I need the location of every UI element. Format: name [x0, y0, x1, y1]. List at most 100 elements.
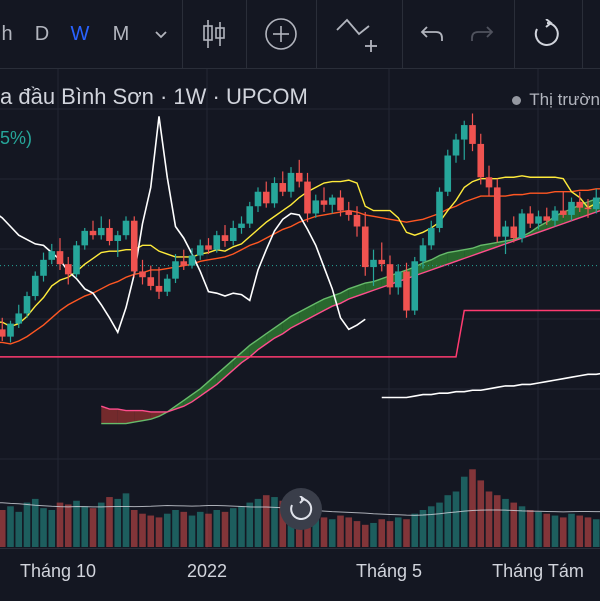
candle-body — [122, 220, 130, 236]
volume-bar — [271, 497, 278, 547]
candle-body — [246, 206, 254, 224]
ichimoku-cloud-segment — [348, 285, 357, 299]
candle-body — [419, 245, 427, 262]
interval-d[interactable]: D — [34, 22, 50, 45]
volume-bar — [485, 491, 493, 547]
step-line — [0, 309, 600, 358]
volume-bar — [460, 476, 468, 547]
candle-body — [559, 210, 567, 215]
volume-bar — [452, 491, 460, 547]
volume-bar — [419, 510, 427, 547]
candle-body — [0, 329, 6, 337]
volume-bar — [229, 508, 237, 547]
volume-bar — [155, 517, 163, 547]
candle-body — [31, 275, 39, 297]
candle-body — [502, 226, 509, 237]
symbol-title: a đầu Bình Sơn · 1W · UPCOM — [0, 84, 308, 109]
volume-bar — [370, 522, 377, 547]
candle-body — [469, 125, 476, 144]
ichimoku-cloud-segment — [241, 345, 250, 363]
ichimoku-cloud-segment — [134, 410, 143, 423]
candle-body — [205, 245, 212, 250]
ichimoku-cloud-segment — [439, 252, 448, 268]
redo-icon[interactable] — [462, 0, 502, 68]
ichimoku-cloud-segment — [150, 411, 159, 420]
volume-bar — [64, 504, 72, 547]
candle-body — [403, 271, 410, 311]
ichimoku-cloud-segment — [225, 359, 234, 378]
volume-bar — [163, 513, 171, 547]
volume-bar — [312, 513, 320, 547]
volume-bar — [576, 515, 584, 547]
reset-zoom-button[interactable] — [280, 488, 322, 530]
candle-body — [262, 191, 270, 204]
chevron-down-icon[interactable] — [148, 0, 174, 68]
volume-bar — [568, 513, 575, 547]
white-line — [381, 372, 600, 399]
candle-body — [23, 296, 31, 314]
volume-bar — [411, 513, 419, 547]
candle-body — [89, 230, 97, 236]
volume-bar — [0, 510, 6, 547]
candle-body — [576, 201, 584, 208]
candle-body — [518, 213, 526, 239]
volume-bar — [15, 511, 23, 547]
ichimoku-cloud-segment — [258, 333, 267, 350]
volume-bar — [345, 517, 353, 547]
candle-body — [196, 245, 204, 256]
ichimoku-cloud-segment — [117, 409, 126, 424]
volume-bar — [56, 502, 64, 547]
reset-chart-icon[interactable] — [524, 0, 570, 68]
candle-body — [320, 200, 328, 205]
volume-bar — [196, 511, 204, 547]
candle-body — [444, 155, 452, 192]
add-indicator-icon[interactable] — [256, 0, 306, 68]
candle-body — [172, 261, 179, 279]
interval-h[interactable]: h — [1, 22, 13, 45]
ichimoku-cloud-segment — [489, 242, 498, 250]
volume-bar — [130, 510, 138, 547]
candle-body — [370, 259, 377, 268]
volume-bar — [403, 519, 410, 547]
x-tick-label: 2022 — [186, 561, 228, 581]
candle-body — [526, 213, 534, 224]
candle-body — [543, 216, 551, 221]
volume-bar — [205, 513, 212, 547]
volume-bar — [40, 508, 47, 547]
volume-bar — [535, 511, 542, 547]
candle-body — [40, 259, 47, 276]
indicators-icon[interactable] — [328, 0, 388, 68]
volume-bar — [122, 493, 130, 547]
market-status: Thị trườn — [512, 90, 600, 110]
candle-body — [97, 227, 105, 236]
price-chart[interactable] — [0, 69, 600, 548]
candle-body — [221, 235, 229, 241]
interval-m[interactable]: M — [112, 22, 130, 45]
candle-body — [304, 181, 311, 214]
volume-bar — [238, 506, 245, 547]
candlestick-chart-icon[interactable] — [192, 0, 236, 68]
candle-body — [254, 191, 262, 207]
candle-body — [411, 261, 419, 311]
candle-body — [188, 255, 196, 266]
candle-body — [147, 277, 155, 286]
volume-bar — [180, 511, 188, 547]
ichimoku-cloud-segment — [447, 251, 456, 265]
volume-bar — [559, 517, 567, 547]
market-status-label: Thị trườn — [529, 90, 600, 109]
interval-w[interactable]: W — [70, 22, 90, 45]
candle-body — [328, 197, 336, 205]
candle-body — [378, 259, 386, 265]
volume-bar — [213, 510, 221, 547]
time-axis[interactable]: Tháng 10 2022 Tháng 5 Tháng Tám — [0, 548, 600, 601]
volume-bar — [386, 521, 394, 547]
candle-body — [452, 139, 460, 156]
candle-body — [155, 285, 163, 292]
volume-bar — [106, 497, 113, 547]
ichimoku-cloud-segment — [183, 394, 192, 407]
volume-bar — [584, 517, 592, 547]
undo-icon[interactable] — [412, 0, 452, 68]
candle-body — [535, 216, 542, 224]
volume-bar — [502, 498, 509, 547]
volume-bar — [543, 513, 551, 547]
